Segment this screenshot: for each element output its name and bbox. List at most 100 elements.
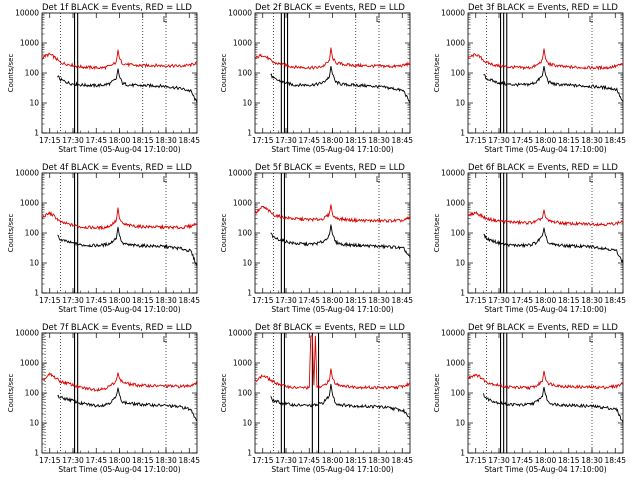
x-tick-label: 18:45 bbox=[178, 456, 200, 465]
y-axis-label: Counts/sec bbox=[433, 214, 441, 253]
x-tick-label: 18:15 bbox=[132, 136, 154, 145]
y-tick-label: 10000 bbox=[441, 329, 465, 338]
plot-annotation: L bbox=[589, 15, 594, 24]
y-tick-label: 10 bbox=[242, 99, 252, 108]
lld-rate-line bbox=[41, 49, 198, 71]
y-axis-label: Counts/sec bbox=[433, 374, 441, 413]
y-tick-label: 1 bbox=[460, 129, 465, 138]
x-tick-label: 18:00 bbox=[109, 456, 131, 465]
x-tick-label: 18:00 bbox=[109, 136, 131, 145]
x-tick-label: 17:15 bbox=[465, 136, 487, 145]
x-tick-label: 17:30 bbox=[275, 456, 297, 465]
x-tick-label: 17:45 bbox=[298, 456, 320, 465]
lld-rate-line bbox=[254, 204, 411, 224]
x-tick-label: 17:15 bbox=[252, 136, 274, 145]
y-tick-label: 1000 bbox=[446, 199, 465, 208]
x-tick-label: 17:15 bbox=[252, 456, 274, 465]
x-axis-label: Start Time (05-Aug-04 17:10:00) bbox=[271, 145, 393, 154]
y-tick-label: 10 bbox=[29, 259, 39, 268]
event-rate-line bbox=[57, 68, 198, 103]
y-axis-label: Counts/sec bbox=[7, 54, 15, 93]
x-tick-label: 18:45 bbox=[178, 296, 200, 305]
event-rate-line bbox=[483, 227, 624, 264]
plot-title: Det 2f BLACK = Events, RED = LLD bbox=[255, 3, 405, 13]
plot-title: Det 4f BLACK = Events, RED = LLD bbox=[42, 163, 192, 173]
y-tick-label: 10 bbox=[455, 259, 465, 268]
plot-annotation: L bbox=[589, 175, 594, 184]
x-tick-label: 17:45 bbox=[511, 296, 533, 305]
x-tick-label: 17:45 bbox=[511, 456, 533, 465]
plot-annotation: L bbox=[163, 335, 168, 344]
x-tick-label: 18:15 bbox=[345, 456, 367, 465]
y-tick-label: 100 bbox=[238, 69, 253, 78]
x-tick-label: 17:45 bbox=[85, 456, 107, 465]
y-tick-label: 100 bbox=[25, 389, 40, 398]
x-tick-label: 18:00 bbox=[535, 456, 557, 465]
plot-annotation: L bbox=[376, 335, 381, 344]
x-tick-label: 18:00 bbox=[322, 456, 344, 465]
x-tick-label: 17:30 bbox=[488, 296, 510, 305]
x-tick-label: 18:30 bbox=[155, 136, 177, 145]
x-tick-label: 17:30 bbox=[62, 296, 84, 305]
x-tick-label: 18:30 bbox=[155, 296, 177, 305]
plot-annotation: L bbox=[163, 175, 168, 184]
plot-title: Det 7f BLACK = Events, RED = LLD bbox=[42, 323, 192, 333]
y-axis-label: Counts/sec bbox=[433, 54, 441, 93]
x-tick-label: 17:45 bbox=[85, 296, 107, 305]
lld-rate-line bbox=[254, 47, 411, 70]
x-axis-label: Start Time (05-Aug-04 17:10:00) bbox=[58, 465, 180, 474]
x-tick-label: 17:15 bbox=[252, 296, 274, 305]
x-tick-label: 18:00 bbox=[322, 296, 344, 305]
event-rate-line bbox=[270, 383, 411, 420]
lld-rate-line bbox=[467, 209, 624, 227]
x-tick-label: 18:45 bbox=[604, 296, 626, 305]
y-tick-label: 1000 bbox=[233, 39, 252, 48]
y-tick-label: 1 bbox=[34, 289, 39, 298]
plot-frame bbox=[41, 12, 198, 134]
y-tick-label: 10000 bbox=[15, 9, 39, 18]
event-rate-line bbox=[270, 66, 411, 104]
y-tick-label: 1 bbox=[247, 129, 252, 138]
x-tick-label: 18:45 bbox=[604, 456, 626, 465]
y-tick-label: 10 bbox=[242, 259, 252, 268]
x-axis-label: Start Time (05-Aug-04 17:10:00) bbox=[271, 465, 393, 474]
y-tick-label: 1000 bbox=[233, 199, 252, 208]
y-tick-label: 1 bbox=[460, 449, 465, 458]
lld-rate-line bbox=[41, 207, 198, 231]
subplot-det-3f: Det 3f BLACK = Events, RED = LLD 1 10 100 10… bbox=[433, 3, 626, 154]
lld-rate-line bbox=[254, 335, 411, 390]
x-tick-label: 17:15 bbox=[465, 456, 487, 465]
x-tick-label: 18:45 bbox=[391, 456, 413, 465]
x-tick-label: 17:45 bbox=[298, 136, 320, 145]
subplot-det-1f: Det 1f BLACK = Events, RED = LLD 1 10 100 10… bbox=[7, 3, 200, 154]
y-tick-label: 100 bbox=[451, 69, 466, 78]
x-tick-label: 17:30 bbox=[275, 136, 297, 145]
x-tick-label: 18:15 bbox=[558, 456, 580, 465]
x-tick-label: 17:15 bbox=[465, 296, 487, 305]
subplot-det-7f: Det 7f BLACK = Events, RED = LLD 1 10 100 10… bbox=[7, 323, 200, 474]
y-axis-label: Counts/sec bbox=[7, 374, 15, 413]
x-tick-label: 18:30 bbox=[581, 456, 603, 465]
plot-frame bbox=[41, 172, 198, 294]
plot-frame bbox=[467, 172, 624, 294]
subplot-det-9f: Det 9f BLACK = Events, RED = LLD 1 10 100 10… bbox=[433, 323, 626, 474]
x-tick-label: 17:30 bbox=[488, 456, 510, 465]
y-axis-label: Counts/sec bbox=[220, 374, 228, 413]
x-tick-label: 18:00 bbox=[109, 296, 131, 305]
y-tick-label: 10000 bbox=[228, 9, 252, 18]
x-tick-label: 17:15 bbox=[39, 136, 61, 145]
y-tick-label: 100 bbox=[25, 229, 40, 238]
x-tick-label: 18:00 bbox=[535, 136, 557, 145]
x-tick-label: 17:45 bbox=[85, 136, 107, 145]
x-tick-label: 17:15 bbox=[39, 456, 61, 465]
x-tick-label: 18:30 bbox=[155, 456, 177, 465]
x-tick-label: 18:00 bbox=[535, 296, 557, 305]
x-axis-label: Start Time (05-Aug-04 17:10:00) bbox=[484, 145, 606, 154]
event-rate-line bbox=[57, 387, 198, 422]
y-tick-label: 10000 bbox=[441, 9, 465, 18]
y-tick-label: 10 bbox=[455, 419, 465, 428]
x-axis-label: Start Time (05-Aug-04 17:10:00) bbox=[58, 145, 180, 154]
event-rate-line bbox=[270, 224, 411, 258]
plot-title: Det 3f BLACK = Events, RED = LLD bbox=[468, 3, 618, 13]
